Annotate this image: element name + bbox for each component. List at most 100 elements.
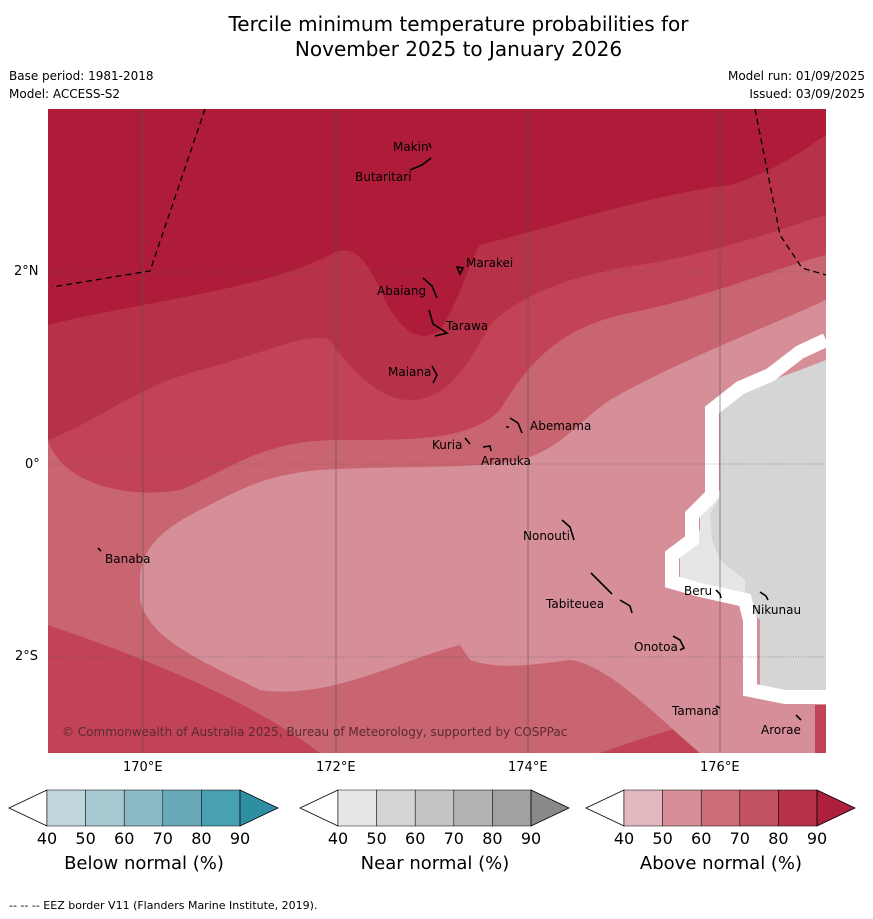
island-tarawa (428, 309, 449, 337)
colorbar-title-above: Above normal (%) (639, 853, 803, 874)
colorbar-above-segment-70 (739, 789, 779, 827)
island-abaiang (422, 277, 438, 299)
colorbar-near-tick-90: 90 (521, 829, 541, 848)
label-nonouti: Nonouti (523, 529, 570, 543)
colorbars: 40 50 60 70 80 90 40 50 60 70 80 90 40 50 60 70 80 90 (8, 789, 856, 848)
colorbar-near-tick-60: 60 (405, 829, 425, 848)
island-aranuka (482, 445, 492, 452)
label-tarawa: Tarawa (445, 319, 488, 333)
colorbar-near-min-extension (299, 789, 339, 827)
island-arorae (795, 714, 802, 721)
label-tabiteuea: Tabiteuea (545, 597, 604, 611)
label-banaba: Banaba (105, 552, 151, 566)
label-onotoa: Onotoa (634, 640, 678, 654)
title-line-2: November 2025 to January 2026 (294, 37, 623, 61)
model-name: Model: ACCESS-S2 (9, 87, 121, 101)
colorbar-near-segment-50 (376, 789, 416, 827)
label-aranuka: Aranuka (481, 454, 531, 468)
island-nonouti (561, 519, 575, 541)
island-onotoa (672, 635, 686, 651)
label-nikunau: Nikunau (752, 603, 801, 617)
colorbar-above-segment-80 (778, 789, 818, 827)
islands (97, 142, 802, 721)
island-kuria (464, 437, 471, 445)
label-butaritari: Butaritari (355, 170, 412, 184)
colorbar-title-near: Near normal (%) (360, 853, 510, 874)
lon-label-172e: 172°E (316, 760, 356, 775)
probability-field (48, 109, 826, 753)
colorbar-above-segment-60 (700, 789, 741, 827)
colorbar-below-tick-60: 60 (114, 829, 134, 848)
label-kuria: Kuria (432, 438, 463, 452)
colorbar-above-segment-40 (623, 789, 663, 827)
colorbar-below-segment-80 (201, 789, 241, 827)
colorbar-above-tick-90: 90 (807, 829, 827, 848)
meta-right: Model run: 01/09/2025 Issued: 03/09/2025 (728, 67, 865, 103)
colorbar-above-segment-50 (662, 789, 702, 827)
colorbar-near-max-extension (530, 789, 570, 827)
colorbar-below-segment-50 (85, 789, 125, 827)
colorbar-below-tick-90: 90 (230, 829, 250, 848)
island-butaritari (409, 157, 432, 171)
island-nikunau (759, 591, 769, 601)
eez-border (51, 108, 827, 288)
band-above-40-50 (140, 300, 826, 753)
excluded-zone-border (665, 333, 826, 704)
colorbar-below-tick-70: 70 (153, 829, 173, 848)
colorbar-near-segment-80 (492, 789, 532, 827)
colorbar-near-tick-70: 70 (444, 829, 464, 848)
lon-label-170e: 170°E (123, 760, 163, 775)
copyright-notice: © Commonwealth of Australia 2025, Bureau… (62, 725, 567, 739)
label-abaiang: Abaiang (377, 284, 426, 298)
island-maiana (431, 365, 438, 384)
colorbar-above-tick-50: 50 (652, 829, 672, 848)
colorbar-below-segment-70 (162, 789, 202, 827)
label-beru: Beru (684, 584, 712, 598)
colorbar-below-segment-40 (46, 789, 86, 827)
colorbar-near-normal: 40 50 60 70 80 90 (299, 789, 570, 848)
graticule (48, 109, 826, 753)
label-tamana: Tamana (671, 704, 719, 718)
meta-left: Base period: 1981-2018 Model: ACCESS-S2 (9, 67, 154, 103)
colorbar-near-segment-40 (337, 789, 377, 827)
base-period: Base period: 1981-2018 (9, 69, 154, 83)
issued-date: Issued: 03/09/2025 (749, 87, 865, 101)
band-near-50-60 (710, 360, 826, 690)
map-title: Tercile minimum temperature probabilitie… (0, 12, 873, 62)
colorbar-below-min-extension (8, 789, 48, 827)
colorbar-below-tick-80: 80 (191, 829, 211, 848)
model-run: Model run: 01/09/2025 (727, 69, 865, 83)
colorbar-below-tick-40: 40 (37, 829, 57, 848)
colorbar-near-segment-70 (453, 789, 493, 827)
colorbar-above-tick-60: 60 (691, 829, 711, 848)
title-line-1: Tercile minimum temperature probabilitie… (228, 12, 689, 36)
colorbar-above-normal: 40 50 60 70 80 90 (585, 789, 856, 848)
label-maiana: Maiana (388, 365, 431, 379)
colorbar-near-tick-80: 80 (482, 829, 502, 848)
island-tamana (715, 705, 721, 709)
island-makin (428, 142, 432, 149)
colorbar-above-tick-70: 70 (730, 829, 750, 848)
colorbar-near-segment-60 (414, 789, 455, 827)
colorbar-above-tick-80: 80 (768, 829, 788, 848)
colorbar-title-below: Below normal (%) (64, 853, 224, 874)
lon-label-176e: 176°E (700, 760, 740, 775)
label-makin: Makin (393, 140, 429, 154)
lat-label-0: 0° (25, 457, 40, 472)
island-beru (715, 589, 722, 599)
colorbar-below-max-extension (239, 789, 279, 827)
eez-footnote: -- -- -- EEZ border V11 (Flanders Marine… (9, 899, 318, 912)
island-tabiteuea (590, 572, 633, 614)
colorbar-above-max-extension (816, 789, 856, 827)
lat-label-2s: 2°S (15, 649, 39, 664)
lat-label-2n: 2°N (14, 264, 39, 279)
lon-label-174e: 174°E (508, 760, 548, 775)
colorbar-above-tick-40: 40 (614, 829, 634, 848)
label-marakei: Marakei (466, 256, 513, 270)
label-abemama: Abemama (530, 419, 591, 433)
island-marakei (455, 265, 465, 276)
island-banaba (97, 547, 102, 552)
colorbar-below-normal: 40 50 60 70 80 90 (8, 789, 279, 848)
colorbar-below-tick-50: 50 (75, 829, 95, 848)
